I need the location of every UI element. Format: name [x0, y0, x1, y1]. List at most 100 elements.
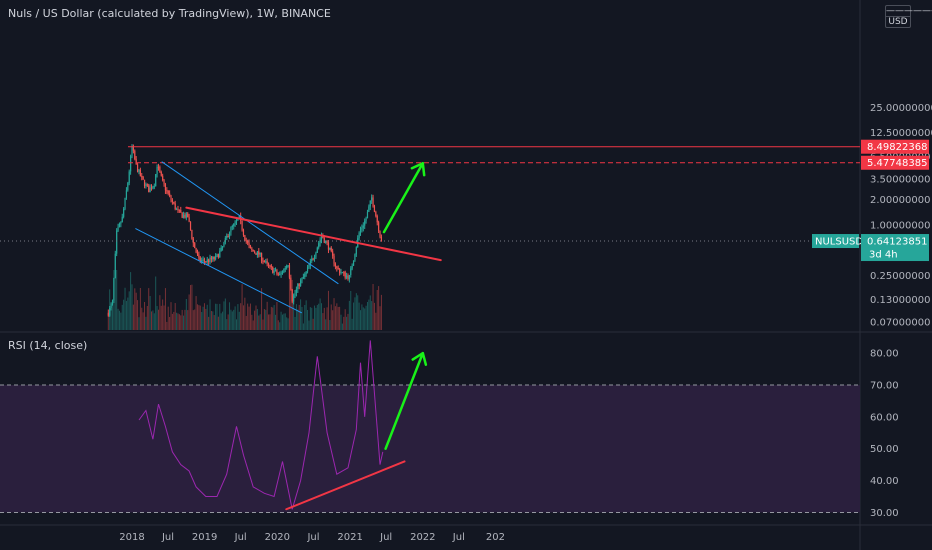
volume-bar	[230, 309, 232, 330]
volume-bar	[110, 303, 112, 330]
volume-bar	[224, 298, 226, 330]
candle-body	[305, 271, 307, 275]
volume-bar	[380, 294, 382, 330]
volume-bar	[187, 310, 189, 330]
volume-bar	[233, 309, 235, 330]
volume-bar	[153, 313, 155, 330]
volume-bar	[202, 306, 204, 330]
rsi-green-arrow	[384, 351, 428, 450]
candle-body	[164, 184, 167, 191]
candle-body	[141, 176, 143, 178]
volume-bar	[251, 314, 253, 330]
volume-bar	[191, 284, 193, 330]
volume-bar	[357, 295, 359, 330]
volume-bar	[138, 317, 140, 330]
volume-bar	[184, 309, 186, 330]
candle-body	[187, 213, 189, 218]
volume-bar	[213, 315, 215, 330]
candle-body	[311, 258, 313, 262]
volume-bar	[308, 320, 310, 330]
candle-body	[341, 272, 343, 274]
volume-bar	[293, 294, 295, 330]
volume-bar	[319, 298, 321, 330]
volume-bar	[226, 319, 228, 330]
volume-bar	[195, 296, 197, 330]
candle-body	[209, 257, 211, 263]
volume-bar	[265, 309, 267, 330]
volume-bar	[339, 306, 341, 330]
candle-body	[131, 145, 133, 157]
candle-body	[145, 184, 147, 186]
candle-body	[259, 253, 261, 255]
candle-body	[320, 235, 323, 240]
volume-bar	[252, 320, 254, 330]
volume-bar	[272, 307, 274, 330]
volume-bar	[327, 290, 329, 330]
volume-bar	[297, 309, 299, 330]
candle-body	[281, 272, 284, 274]
time-axis-tick-label: 2022	[410, 532, 435, 543]
candle-body	[241, 220, 243, 230]
candle-body	[325, 241, 327, 243]
volume-bar	[128, 291, 130, 330]
volume-bar	[360, 310, 362, 330]
last-price-tag	[861, 234, 929, 262]
candle-body	[347, 275, 349, 280]
candle-body	[340, 272, 342, 274]
last-price-value: 0.64123851	[867, 237, 927, 248]
volume-bar	[302, 323, 304, 330]
rsi-axis-tick-label: 80.00	[870, 349, 899, 360]
volume-bar	[261, 288, 263, 330]
volume-bar	[348, 300, 350, 330]
volume-bar	[219, 303, 221, 330]
volume-bar	[376, 289, 378, 330]
volume-bar	[254, 310, 256, 330]
volume-bar	[117, 308, 119, 330]
candle-body	[113, 277, 115, 301]
candle-body	[279, 274, 281, 276]
volume-bar	[268, 314, 270, 330]
volume-bar	[337, 306, 339, 330]
volume-bar	[223, 301, 225, 330]
volume-bar	[318, 303, 320, 330]
rsi-axis-tick-label: 60.00	[870, 412, 899, 423]
candle-body	[107, 312, 109, 316]
candle-body	[191, 230, 193, 239]
volume-bar	[130, 272, 132, 330]
volume-bar	[332, 310, 334, 330]
volume-bar	[114, 270, 116, 330]
currency-selector[interactable]: —————— USD	[885, 5, 932, 28]
volume-bar	[266, 301, 268, 330]
volume-bar	[279, 322, 281, 330]
candle-body	[274, 270, 277, 272]
volume-bar	[290, 277, 292, 330]
volume-bar	[361, 304, 363, 330]
candle-body	[330, 247, 332, 252]
candle-body	[284, 268, 286, 270]
volume-bar	[217, 316, 219, 330]
volume-bar	[155, 276, 157, 330]
volume-bar	[273, 305, 275, 330]
symbol-tag	[812, 234, 859, 249]
candle-body	[333, 255, 335, 264]
volume-bar	[241, 284, 243, 330]
candle-body	[216, 254, 218, 256]
volume-bar	[111, 301, 113, 330]
candle-body	[302, 276, 304, 278]
candle-body	[266, 261, 268, 264]
channel-lower-line	[135, 228, 302, 314]
candle-body	[163, 180, 165, 185]
candle-body	[227, 236, 229, 238]
volume-bar	[137, 300, 139, 330]
volume-bar	[203, 303, 205, 330]
candle-body	[248, 242, 250, 246]
candle-body	[173, 201, 175, 204]
candle-body	[178, 209, 180, 211]
time-axis-tick-label: Jul	[234, 532, 247, 543]
candle-body	[287, 265, 289, 267]
volume-bar	[198, 305, 200, 330]
candle-body	[177, 209, 179, 211]
volume-bar	[109, 289, 111, 330]
volume-bar	[248, 306, 250, 330]
